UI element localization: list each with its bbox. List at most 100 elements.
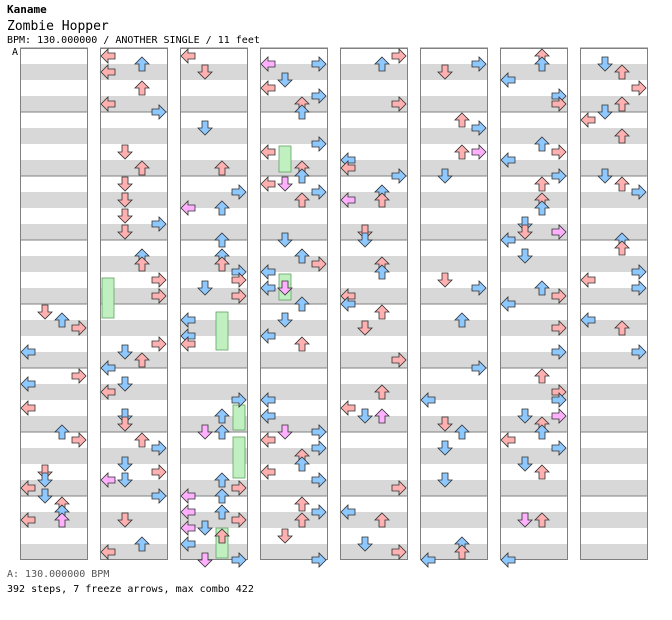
beat-band bbox=[180, 160, 248, 176]
up-arrow bbox=[294, 456, 310, 472]
beat-band bbox=[500, 320, 568, 336]
left-arrow bbox=[260, 408, 276, 424]
beat-band bbox=[420, 512, 488, 528]
up-arrow bbox=[614, 96, 630, 112]
beat-band bbox=[180, 416, 248, 432]
up-arrow bbox=[134, 352, 150, 368]
right-arrow bbox=[151, 104, 167, 120]
beat-band bbox=[180, 128, 248, 144]
left-arrow bbox=[260, 56, 276, 72]
beat-band bbox=[420, 256, 488, 272]
down-arrow bbox=[37, 488, 53, 504]
up-arrow bbox=[534, 280, 550, 296]
up-arrow bbox=[134, 432, 150, 448]
up-arrow bbox=[214, 488, 230, 504]
beat-band bbox=[260, 192, 328, 208]
left-arrow bbox=[260, 280, 276, 296]
up-arrow bbox=[134, 80, 150, 96]
up-arrow bbox=[454, 144, 470, 160]
beat-band bbox=[20, 96, 88, 112]
up-arrow bbox=[454, 544, 470, 560]
beat-band bbox=[260, 448, 328, 464]
left-arrow bbox=[500, 152, 516, 168]
right-arrow bbox=[311, 552, 327, 568]
section-marker: A bbox=[12, 47, 19, 58]
beat-band bbox=[20, 544, 88, 560]
beat-band bbox=[180, 96, 248, 112]
beat-band bbox=[100, 544, 168, 560]
beat-band bbox=[500, 160, 568, 176]
beat-band bbox=[580, 224, 648, 240]
beat-band bbox=[180, 320, 248, 336]
right-arrow bbox=[471, 280, 487, 296]
down-arrow bbox=[197, 120, 213, 136]
beat-band bbox=[20, 288, 88, 304]
right-arrow bbox=[471, 120, 487, 136]
beat-band bbox=[500, 224, 568, 240]
up-arrow bbox=[294, 512, 310, 528]
beat-band bbox=[500, 256, 568, 272]
beat-band bbox=[20, 384, 88, 400]
right-arrow bbox=[551, 392, 567, 408]
left-arrow bbox=[580, 312, 596, 328]
beat-band bbox=[180, 224, 248, 240]
beat-band bbox=[100, 160, 168, 176]
right-arrow bbox=[231, 272, 247, 288]
beat-band bbox=[500, 288, 568, 304]
down-arrow bbox=[117, 456, 133, 472]
left-arrow bbox=[260, 328, 276, 344]
left-arrow bbox=[340, 504, 356, 520]
beat-band bbox=[420, 160, 488, 176]
up-arrow bbox=[534, 56, 550, 72]
beat-band bbox=[500, 544, 568, 560]
down-arrow bbox=[117, 408, 133, 424]
beat-band bbox=[20, 224, 88, 240]
beat-band bbox=[340, 352, 408, 368]
beat-band bbox=[340, 384, 408, 400]
left-arrow bbox=[180, 200, 196, 216]
beat-band bbox=[420, 480, 488, 496]
beat-band bbox=[420, 416, 488, 432]
beat-band bbox=[260, 256, 328, 272]
beat-band bbox=[500, 480, 568, 496]
down-arrow bbox=[597, 56, 613, 72]
beat-band bbox=[20, 256, 88, 272]
beat-band bbox=[420, 192, 488, 208]
down-arrow bbox=[117, 416, 133, 432]
down-arrow bbox=[437, 64, 453, 80]
beat-band bbox=[580, 352, 648, 368]
beat-band bbox=[420, 288, 488, 304]
beat-band bbox=[100, 416, 168, 432]
beat-band bbox=[500, 128, 568, 144]
down-arrow bbox=[117, 176, 133, 192]
up-arrow bbox=[214, 408, 230, 424]
beat-band bbox=[100, 352, 168, 368]
beat-band bbox=[100, 64, 168, 80]
beat-band bbox=[340, 224, 408, 240]
right-arrow bbox=[391, 168, 407, 184]
right-arrow bbox=[231, 512, 247, 528]
column-border bbox=[580, 48, 648, 560]
measure-column bbox=[20, 47, 88, 560]
beat-band bbox=[20, 352, 88, 368]
beat-band bbox=[420, 544, 488, 560]
right-arrow bbox=[631, 280, 647, 296]
down-arrow bbox=[597, 104, 613, 120]
right-arrow bbox=[311, 424, 327, 440]
down-arrow bbox=[117, 344, 133, 360]
right-arrow bbox=[71, 432, 87, 448]
beat-band bbox=[420, 384, 488, 400]
down-arrow bbox=[197, 64, 213, 80]
beat-band bbox=[260, 544, 328, 560]
beat-band bbox=[260, 96, 328, 112]
beat-band bbox=[100, 480, 168, 496]
right-arrow bbox=[311, 88, 327, 104]
right-arrow bbox=[71, 368, 87, 384]
down-arrow bbox=[437, 272, 453, 288]
beat-band bbox=[340, 320, 408, 336]
right-arrow bbox=[471, 144, 487, 160]
beat-band bbox=[180, 544, 248, 560]
up-arrow bbox=[614, 64, 630, 80]
measure-column bbox=[180, 47, 248, 560]
freeze-arrow bbox=[215, 311, 229, 351]
